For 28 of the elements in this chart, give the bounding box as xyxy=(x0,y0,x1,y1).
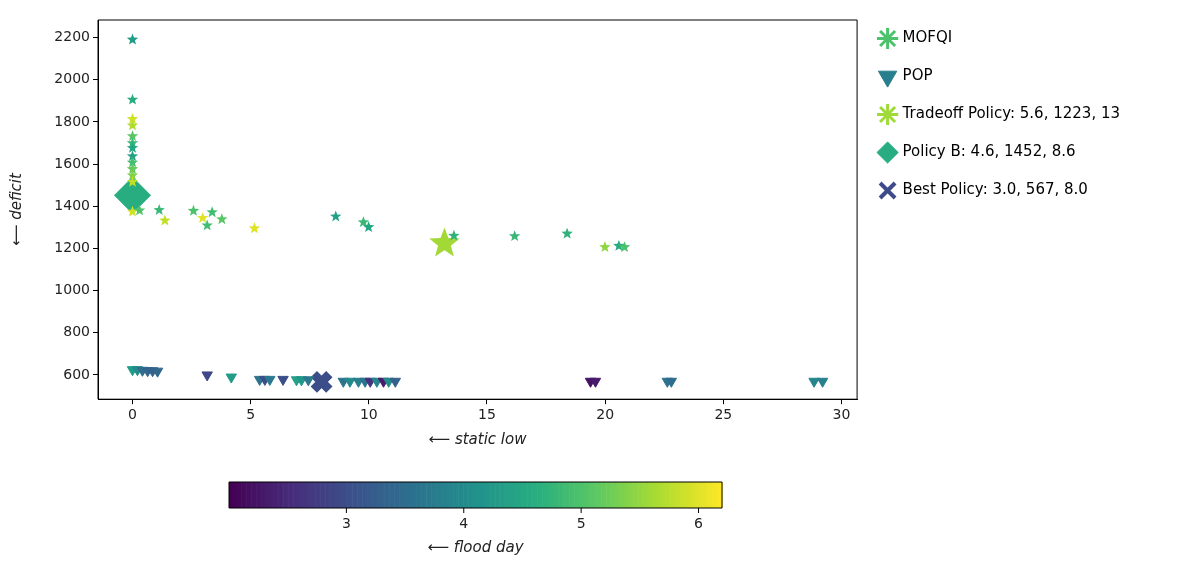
x-tick-label: 0 xyxy=(128,406,137,423)
y-tick-label: 1400 xyxy=(54,196,90,213)
legend-label: Tradeoff Policy: 5.6, 1223, 13 xyxy=(901,104,1121,123)
legend-label: MOFQI xyxy=(902,28,953,47)
y-tick-label: 1800 xyxy=(54,112,90,129)
legend-label: POP xyxy=(902,66,933,85)
y-tick-label: 2200 xyxy=(54,28,90,45)
color-bar-title: ⟵ flood day xyxy=(427,538,525,557)
color-bar-label: 5 xyxy=(576,514,586,531)
x-tick-label: 10 xyxy=(359,406,378,423)
color-bar-label: 6 xyxy=(694,514,704,531)
x-tick-label: 30 xyxy=(832,406,851,423)
y-tick-label: 800 xyxy=(63,323,90,340)
y-tick-label: 2000 xyxy=(54,70,90,87)
x-tick-label: 15 xyxy=(478,406,496,423)
x-axis-title: ⟵ static low xyxy=(428,429,528,448)
y-tick-label: 1600 xyxy=(54,154,90,171)
x-tick-label: 20 xyxy=(596,406,615,423)
legend-label: Policy B: 4.6, 1452, 8.6 xyxy=(902,142,1076,161)
color-bar-label: 3 xyxy=(341,514,351,531)
y-axis-title: ⟵ deficit xyxy=(6,171,25,247)
x-tick-label: 5 xyxy=(246,406,256,423)
legend-label: Best Policy: 3.0, 567, 8.0 xyxy=(902,180,1088,199)
color-bar-label: 4 xyxy=(459,514,469,531)
y-tick-label: 600 xyxy=(63,365,90,382)
y-tick-label: 1200 xyxy=(54,239,90,256)
x-tick-label: 25 xyxy=(714,406,733,423)
y-tick-label: 1000 xyxy=(54,281,90,298)
